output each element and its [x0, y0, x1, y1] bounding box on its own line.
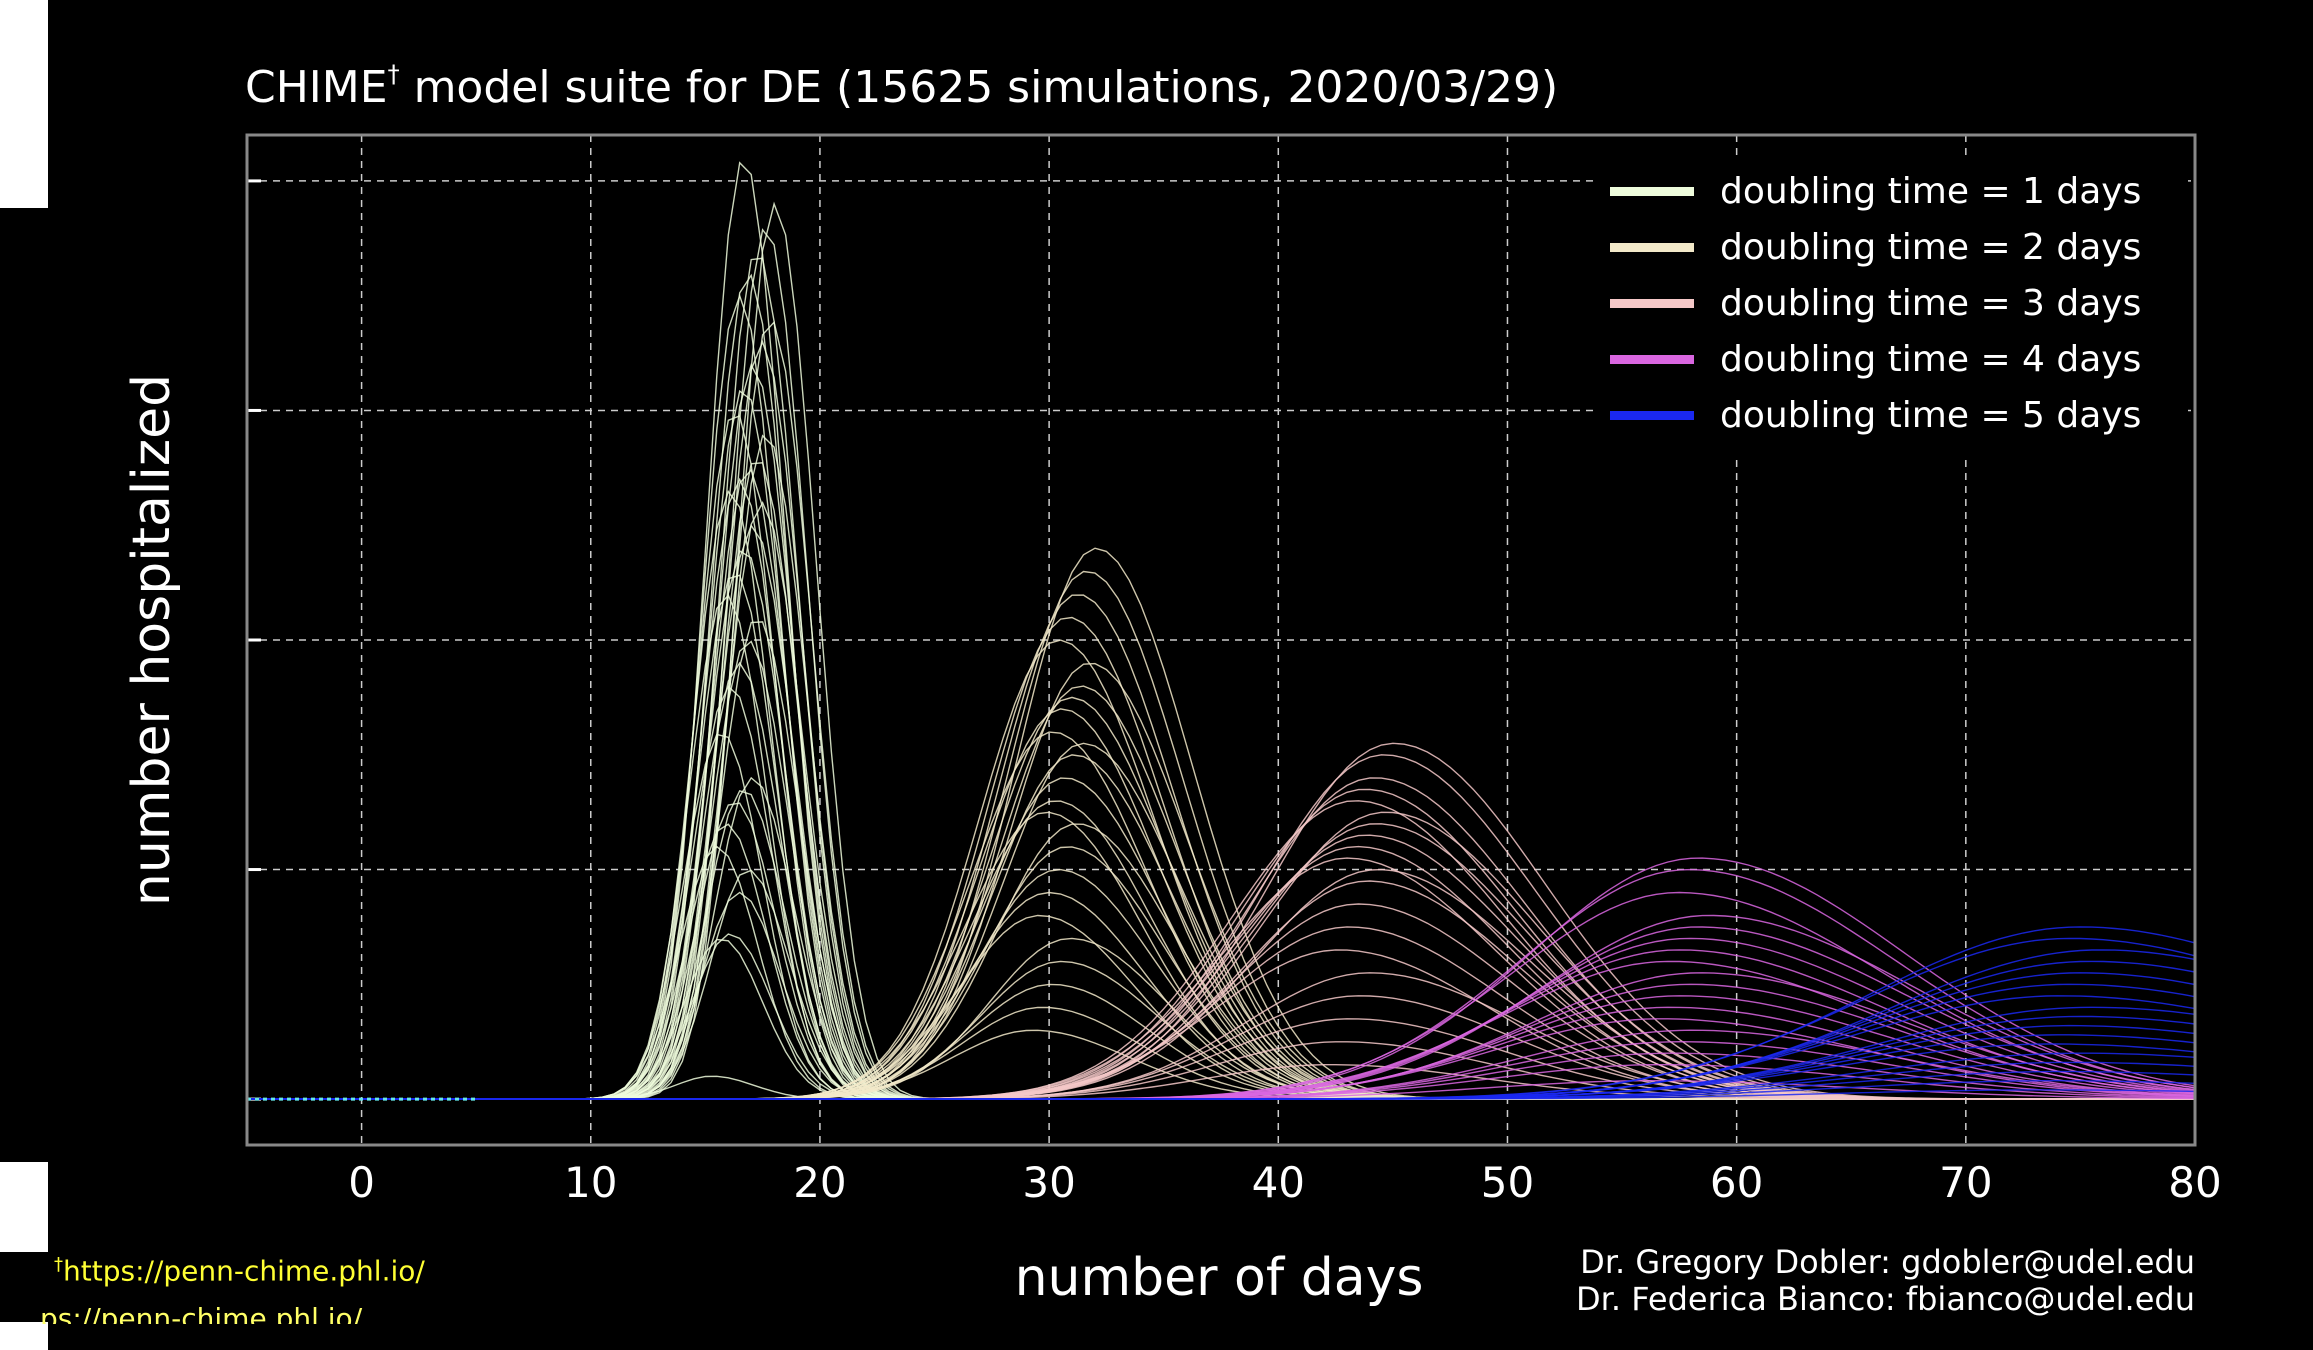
series-line — [247, 593, 2195, 1100]
x-tick-label: 40 — [1252, 1158, 1305, 1207]
credit-line-dobler: Dr. Gregory Dobler: gdobler@udel.edu — [1580, 1243, 2195, 1281]
legend-label: doubling time = 1 days — [1720, 170, 2142, 212]
legend-swatch — [1610, 298, 1694, 308]
title-dagger: † — [387, 60, 400, 89]
legend-item: doubling time = 2 days — [1610, 219, 2141, 275]
footnote-dagger: † — [54, 1254, 63, 1275]
footnote-ghost-text: ps://penn-chime.phl.io/ — [40, 1302, 363, 1324]
tick-marks — [247, 179, 261, 1101]
legend-swatch — [1610, 186, 1694, 196]
title-prefix: CHIME — [245, 62, 388, 113]
legend-label: doubling time = 4 days — [1720, 338, 2142, 380]
chart-legend: doubling time = 1 days doubling time = 2… — [1598, 155, 2188, 455]
legend-item: doubling time = 4 days — [1610, 331, 2141, 387]
legend-swatch — [1610, 354, 1694, 364]
footnote-line: †https://penn-chime.phl.io/ — [54, 1254, 425, 1287]
author-credits: Dr. Gregory Dobler: gdobler@udel.edu Dr.… — [1576, 1244, 2195, 1318]
legend-swatch — [1610, 410, 1694, 420]
left-margin-white-strip — [0, 1162, 48, 1252]
x-tick-label: 60 — [1710, 1158, 1763, 1207]
y-axis-label: number hospitalized — [122, 373, 182, 907]
series-line — [247, 995, 2195, 1100]
x-tick-labels: 0 10 20 30 40 50 60 70 80 — [348, 1158, 2222, 1207]
x-tick-label: 10 — [564, 1158, 617, 1207]
series-line — [247, 926, 2195, 1100]
series-line — [247, 834, 2195, 1100]
curves — [247, 161, 2195, 1101]
series-line — [247, 549, 2195, 1100]
legend-item: doubling time = 1 days — [1610, 163, 2141, 219]
x-tick-label: 0 — [348, 1158, 375, 1207]
x-tick-label: 80 — [2168, 1158, 2221, 1207]
series-line — [247, 914, 2195, 1100]
series-line — [247, 662, 2195, 1100]
footnote: †https://penn-chime.phl.io/ ps://penn-ch… — [26, 1252, 456, 1324]
series-group — [247, 926, 2195, 1100]
legend-label: doubling time = 3 days — [1720, 282, 2142, 324]
plot-frame — [245, 133, 2197, 1147]
credit-line-bianco: Dr. Federica Bianco: fbianco@udel.edu — [1576, 1280, 2195, 1318]
series-line — [247, 594, 2195, 1100]
x-tick-label: 20 — [793, 1158, 846, 1207]
series-line — [247, 995, 2195, 1100]
x-tick-label: 30 — [1022, 1158, 1075, 1207]
left-margin-white-strip — [0, 0, 48, 208]
title-rest: model suite for DE (15625 simulations, 2… — [413, 62, 1559, 113]
series-line — [247, 661, 2195, 1100]
x-axis-label: number of days — [1014, 1248, 1424, 1308]
legend-label: doubling time = 5 days — [1720, 394, 2142, 436]
chart-title: CHIME† model suite for DE (15625 simulat… — [245, 60, 1559, 113]
series-line — [247, 914, 2195, 1100]
series-line — [247, 339, 2195, 1100]
legend-item: doubling time = 5 days — [1610, 387, 2141, 443]
footnote-link[interactable]: https://penn-chime.phl.io/ — [63, 1254, 425, 1288]
legend-label: doubling time = 2 days — [1720, 226, 2142, 268]
legend-swatch — [1610, 242, 1694, 252]
left-margin-white-strip — [0, 1322, 48, 1350]
series-line — [247, 489, 2195, 1100]
x-tick-label: 70 — [1939, 1158, 1992, 1207]
series-line — [247, 995, 2195, 1100]
x-tick-label: 50 — [1481, 1158, 1534, 1207]
legend-item: doubling time = 3 days — [1610, 275, 2141, 331]
